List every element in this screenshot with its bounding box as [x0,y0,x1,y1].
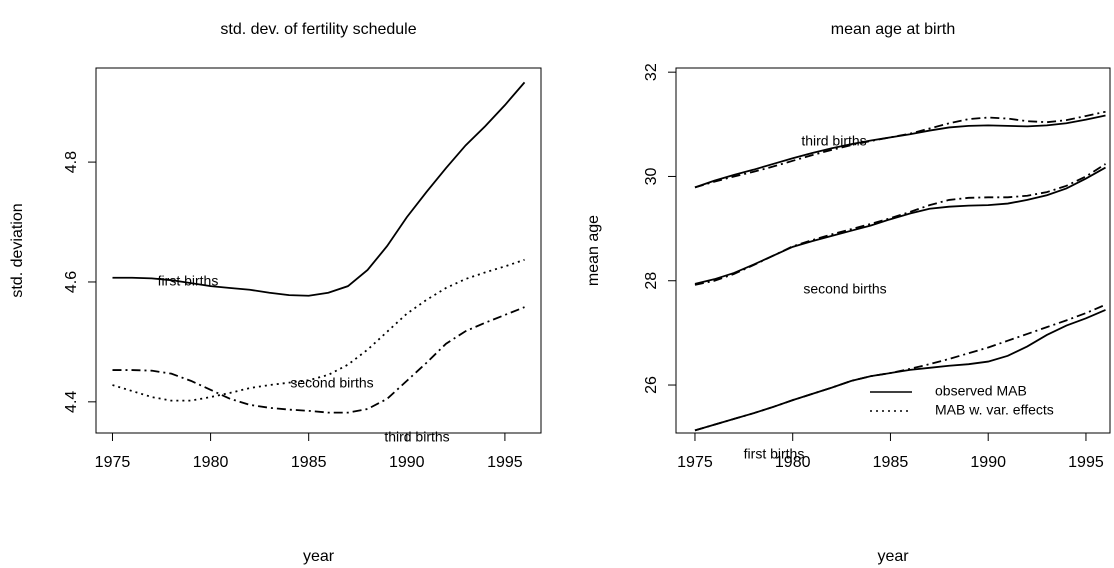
plot-box [95,67,542,434]
line-series [694,110,1106,189]
x-tick-label: 1980 [775,454,811,471]
x-axis-label: year [303,548,335,565]
y-tick-label: 4.8 [63,151,80,173]
chart-title: mean age at birth [831,21,956,38]
line-series [694,163,1106,286]
x-tick-label: 1990 [389,454,425,471]
y-axis-label: std. deviation [9,203,26,297]
annotation: second births [803,281,886,297]
y-tick-label: 32 [643,63,660,81]
x-tick-label: 1995 [1068,454,1104,471]
y-tick-label: 4.6 [63,271,80,293]
line-series [112,306,525,414]
x-tick-label: 1975 [95,454,131,471]
x-tick-label: 1975 [677,454,713,471]
annotation: third births [384,429,449,445]
line-series [112,81,526,297]
annotation: first births [158,273,219,289]
y-axis-label: mean age [585,215,602,286]
y-tick-label: 28 [643,272,660,290]
x-tick-label: 1985 [873,454,909,471]
y-tick-label: 26 [643,376,660,394]
chart-title: std. dev. of fertility schedule [220,21,416,38]
legend-label: observed MAB [935,383,1027,399]
annotation: third births [801,133,866,149]
x-tick-label: 1990 [970,454,1006,471]
x-tick-label: 1985 [291,454,327,471]
y-tick-label: 4.4 [63,391,80,413]
line-series [694,114,1106,189]
plot-box [675,67,1111,434]
y-tick-label: 30 [643,167,660,185]
line-series [112,258,525,402]
x-axis-label: year [877,548,909,565]
line-series [694,166,1106,285]
x-tick-label: 1980 [193,454,229,471]
annotation: first births [744,446,805,462]
line-series [694,303,1106,432]
annotation: second births [290,375,373,391]
x-tick-label: 1995 [487,454,523,471]
legend-label: MAB w. var. effects [935,402,1054,418]
